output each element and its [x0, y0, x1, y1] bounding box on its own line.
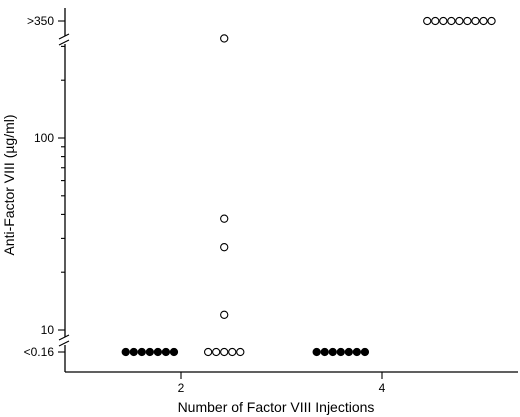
x-axis-title: Number of Factor VIII Injections [178, 399, 375, 415]
open-data-point [471, 16, 480, 26]
filled-data-point [328, 347, 337, 357]
open-data-point [431, 16, 440, 26]
open-data-point [228, 347, 237, 357]
data-points [121, 16, 496, 357]
filled-data-point [320, 347, 329, 357]
open-data-point [423, 16, 432, 26]
open-data-point [479, 16, 488, 26]
x-tick-label: 2 [178, 381, 185, 395]
open-data-point [212, 347, 221, 357]
open-data-point [455, 16, 464, 26]
filled-data-point [121, 347, 130, 357]
open-data-point [220, 34, 229, 43]
open-data-point [439, 16, 448, 26]
open-data-point [463, 16, 472, 26]
axis-break-mark [58, 33, 70, 40]
open-data-point [220, 214, 229, 223]
open-data-point [220, 347, 229, 357]
filled-data-point [129, 347, 138, 357]
filled-data-point [137, 347, 146, 357]
filled-data-point [169, 347, 179, 357]
axis-break-mark [58, 334, 70, 341]
filled-data-point [336, 347, 345, 357]
filled-data-point [344, 347, 353, 357]
axis-break-mark [58, 39, 70, 46]
y-axis-ticks: <0.16 10 100 >350 [24, 14, 65, 359]
filled-data-point [360, 347, 370, 357]
open-data-point [220, 310, 229, 319]
y-tick-label: <0.16 [24, 345, 55, 359]
x-tick-label: 4 [379, 381, 386, 395]
open-data-point [220, 243, 229, 252]
open-data-point [236, 347, 245, 357]
open-data-point [447, 16, 456, 26]
filled-data-point [161, 347, 171, 357]
open-data-point [487, 16, 496, 26]
open-data-point [203, 347, 213, 357]
y-tick-label: 100 [34, 131, 54, 145]
filled-data-point [145, 347, 154, 357]
filled-data-point [312, 347, 321, 357]
y-axis-title: Anti-Factor VIII (µg/ml) [1, 114, 17, 255]
y-tick-label: 10 [41, 323, 55, 337]
y-tick-label: >350 [27, 14, 54, 28]
axis-break-mark [58, 340, 70, 347]
filled-data-point [352, 347, 362, 357]
axes [58, 8, 518, 373]
filled-data-point [153, 347, 163, 357]
